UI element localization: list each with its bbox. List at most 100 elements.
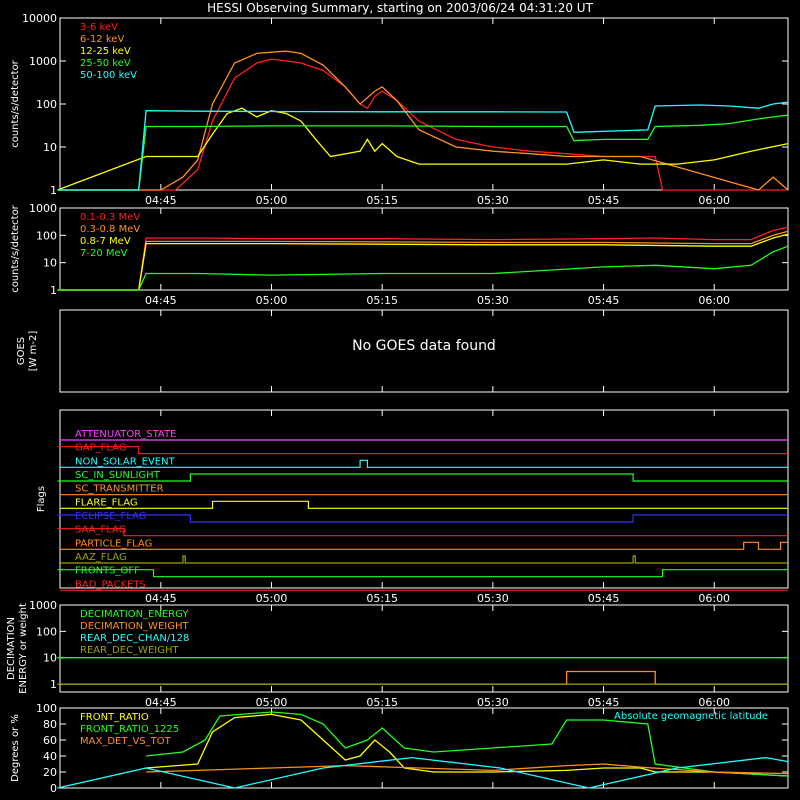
flag-line-2: [60, 459, 788, 468]
legend-0-2: 12-25 keV: [80, 46, 131, 57]
series-line-0-2: [57, 107, 789, 191]
series-line-0-3: [57, 114, 789, 191]
legend-1-0: 0.1-0.3 MeV: [80, 212, 140, 223]
series-line-1-3: [57, 245, 789, 291]
y-axis-label-0: counts/s/detector: [10, 59, 21, 147]
x-tick-label-0-0: 04:45: [145, 194, 177, 207]
y-tick-label-0-0: 1: [50, 184, 57, 197]
legend-5-2: MAX_DET_VS_TOT: [80, 736, 172, 747]
y-tick-label-1-2: 100: [36, 229, 57, 242]
x-tick-label-3-4: 05:45: [588, 592, 620, 605]
x-tick-label-4-2: 05:15: [366, 696, 398, 709]
y-tick-label-5-0: 0: [50, 782, 57, 795]
x-tick-label-3-5: 06:00: [698, 592, 730, 605]
legend-4-0: DECIMATION_ENERGY: [80, 609, 189, 620]
x-tick-label-1-3: 05:30: [477, 294, 509, 307]
series-line-4-1: [57, 670, 788, 685]
flag-label-4: SC_TRANSMITTER: [75, 484, 164, 495]
panel-frame-5: [59, 707, 789, 789]
legend-5-0: FRONT_RATIO: [80, 712, 149, 723]
y-tick-label-4-2: 100: [36, 625, 57, 638]
y-tick-label-5-1: 20: [43, 766, 57, 779]
flag-line-5: [60, 500, 788, 509]
y-tick-label-5-5: 100: [36, 702, 57, 715]
y-axis-label-1: counts/s/detector: [10, 204, 21, 292]
y-tick-label-5-2: 40: [43, 750, 57, 763]
legend-4-1: DECIMATION_WEIGHT: [80, 621, 189, 632]
panel-frame-1: [59, 207, 789, 291]
series-line-0-4: [57, 101, 789, 191]
x-tick-label-4-5: 06:00: [698, 696, 730, 709]
x-tick-label-3-2: 05:15: [366, 592, 398, 605]
y-tick-label-4-3: 1000: [29, 599, 57, 612]
y-tick-label-1-3: 1000: [29, 202, 57, 215]
flag-label-2: NON_SOLAR_EVENT: [75, 456, 176, 467]
x-tick-label-0-1: 05:00: [256, 194, 288, 207]
x-tick-label-4-3: 05:30: [477, 696, 509, 709]
legend-4-3: REAR_DEC_WEIGHT: [80, 645, 179, 656]
y-axis-label-5: Degrees or %: [10, 714, 21, 782]
no-goes-message: No GOES data found: [352, 338, 496, 354]
series-line-5-2: [146, 763, 789, 775]
y-tick-label-4-1: 10: [43, 652, 57, 665]
legend-0-3: 25-50 keV: [80, 58, 131, 69]
x-tick-label-3-3: 05:30: [477, 592, 509, 605]
y-axis-label-4-a: DECIMATION: [6, 617, 17, 680]
legend-1-2: 0.8-7 MeV: [80, 236, 131, 247]
legend-5-3: Absolute geomagnetic latitude: [614, 711, 768, 722]
x-tick-label-3-0: 04:45: [145, 592, 177, 605]
series-line-1-2: [57, 233, 789, 291]
series-line-5-0: [146, 713, 789, 777]
flag-line-8: [60, 541, 788, 550]
x-tick-label-1-1: 05:00: [256, 294, 288, 307]
x-tick-label-0-3: 05:30: [477, 194, 509, 207]
x-tick-label-4-0: 04:45: [145, 696, 177, 709]
x-tick-label-1-4: 05:45: [588, 294, 620, 307]
series-line-1-1: [57, 230, 789, 291]
flag-label-5: FLARE_FLAG: [75, 497, 138, 508]
flag-label-3: SC_IN_SUNLIGHT: [75, 470, 161, 481]
panel-frame-3: [59, 409, 789, 589]
y-tick-label-0-2: 100: [36, 98, 57, 111]
legend-4-2: REAR_DEC_CHAN/128: [80, 633, 189, 644]
x-tick-label-0-2: 05:15: [366, 194, 398, 207]
legend-1-3: 7-20 MeV: [80, 248, 128, 259]
legend-0-1: 6-12 keV: [80, 34, 124, 45]
series-line-5-3: [57, 756, 789, 789]
legend-0-4: 50-100 keV: [80, 70, 137, 81]
y-tick-label-1-1: 10: [43, 257, 57, 270]
legend-1-1: 0.3-0.8 MeV: [80, 224, 140, 235]
y-axis-label-2-b: [W m-2]: [28, 331, 39, 372]
x-tick-label-3-1: 05:00: [256, 592, 288, 605]
x-tick-label-0-4: 05:45: [588, 194, 620, 207]
flag-label-1: GAP_FLAG: [75, 443, 127, 454]
flag-label-8: PARTICLE_FLAG: [75, 538, 152, 549]
y-tick-label-0-4: 10000: [22, 12, 57, 25]
flag-label-0: ATTENUATOR_STATE: [75, 429, 176, 440]
x-tick-label-1-5: 06:00: [698, 294, 730, 307]
y-axis-label-2-a: GOES: [16, 337, 27, 365]
series-line-5-1: [146, 711, 789, 777]
x-tick-label-4-4: 05:45: [588, 696, 620, 709]
y-tick-label-5-3: 60: [43, 734, 57, 747]
legend-5-1: FRONT_RATIO_1225: [80, 724, 179, 735]
flag-label-10: FRONTS_OFF: [75, 566, 140, 577]
x-tick-label-0-5: 06:00: [698, 194, 730, 207]
flag-label-6: ECLIPSE_FLAG: [75, 511, 146, 522]
flag-label-7: SAA_FLAG: [75, 525, 126, 536]
y-tick-label-4-0: 1: [50, 678, 57, 691]
y-axis-label-3: Flags: [36, 486, 47, 512]
flag-line-7: [57, 528, 788, 537]
x-tick-label-1-0: 04:45: [145, 294, 177, 307]
flag-line-3: [57, 473, 788, 482]
flag-line-9: [60, 555, 788, 564]
panel-frame-4: [59, 604, 789, 693]
series-line-0-0: [57, 58, 788, 191]
panel-frame-2: [59, 309, 789, 393]
x-tick-label-1-2: 05:15: [366, 294, 398, 307]
flag-line-1: [57, 446, 788, 455]
y-tick-label-1-0: 1: [50, 284, 57, 297]
y-tick-label-5-4: 80: [43, 718, 57, 731]
